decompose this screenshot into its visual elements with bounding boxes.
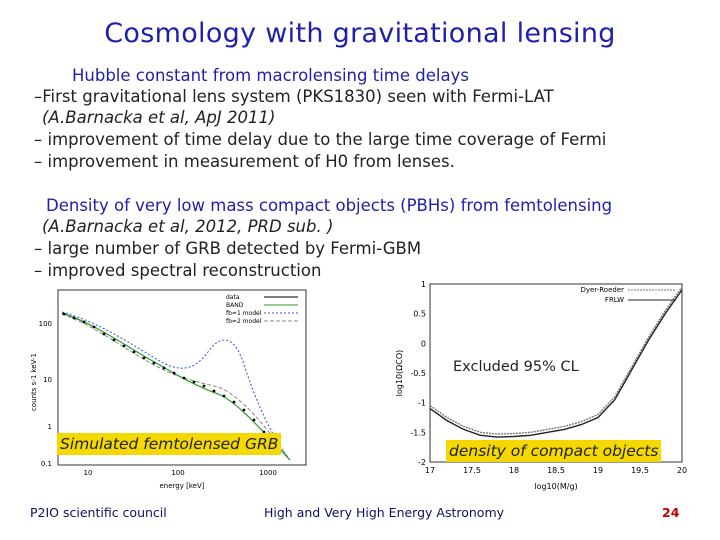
section1-reference: (A.Barnacka et al, ApJ 2011) [42, 108, 276, 127]
section1-item-1: –First gravitational lens system (PKS183… [34, 87, 554, 106]
grb-spectrum-plot: 100 10 1 0.1 10 100 1000 energy [keV] co… [30, 289, 307, 490]
x-tick-label: 17.5 [463, 466, 481, 475]
section2-item-1: – large number of GRB detected by Fermi-… [34, 239, 422, 258]
x-tick-label: 19.5 [631, 466, 649, 475]
section2-reference: (A.Barnacka et al, 2012, PRD sub. ) [42, 217, 334, 236]
x-axis-label: energy [keV] [160, 482, 205, 490]
compact-objects-label: density of compact objects [446, 440, 662, 462]
y-tick-label: 0.5 [413, 310, 426, 319]
section2-item-2: – improved spectral reconstruction [34, 261, 322, 280]
right-plot-legend: Dyer-Roeder FRLW [580, 286, 676, 304]
x-tick-label: 17 [425, 466, 435, 475]
series-line-dyer-roeder [429, 286, 683, 435]
svg-text:Dyer-Roeder: Dyer-Roeder [580, 286, 624, 294]
y-tick-label: 1 [421, 280, 426, 289]
series-line-frlw [429, 289, 683, 438]
svg-text:fb=1 model: fb=1 model [226, 310, 262, 317]
y-tick-label: -0.5 [410, 369, 426, 378]
x-tick-label: 10 [84, 469, 93, 477]
x-tick-label: 18.5 [547, 466, 565, 475]
x-tick-label: 20 [677, 466, 687, 475]
x-tick-label: 19 [593, 466, 603, 475]
footer-council: P2IO scientific council [30, 505, 167, 520]
x-tick-label: 18 [509, 466, 519, 475]
slide-title: Cosmology with gravitational lensing [104, 18, 616, 49]
page-number: 24 [662, 505, 680, 520]
y-tick-label: 0.1 [41, 460, 52, 468]
excluded-region-note: Excluded 95% CL [449, 357, 583, 377]
data-points [62, 312, 266, 434]
y-axis-label: counts s-1 keV-1 [30, 353, 38, 411]
x-axis-label: log10(M/g) [534, 482, 577, 491]
section2-heading: Density of very low mass compact objects… [46, 196, 613, 215]
left-plot-legend: data BAND fb=1 model fb=2 model [226, 294, 298, 325]
y-tick-label: -1.5 [410, 428, 426, 437]
section1-item-2: – improvement of time delay due to the l… [34, 130, 607, 149]
svg-text:FRLW: FRLW [605, 296, 624, 304]
section1-heading: Hubble constant from macrolensing time d… [72, 66, 469, 85]
simulated-grb-label: Simulated femtolensed GRB [57, 433, 282, 455]
y-tick-label: 0 [421, 339, 426, 348]
y-tick-label: 100 [39, 320, 52, 328]
svg-text:data: data [226, 294, 240, 301]
model-fb1-curve [61, 311, 291, 461]
y-tick-label: -2 [418, 458, 426, 467]
x-tick-label: 1000 [259, 469, 277, 477]
y-tick-label: 10 [43, 376, 52, 384]
y-axis-label: log10(ΩCO) [395, 350, 404, 397]
y-tick-label: 1 [48, 423, 52, 431]
svg-text:BAND: BAND [226, 302, 244, 309]
svg-text:fb=2 model: fb=2 model [226, 318, 262, 325]
model-fb2-curve [61, 313, 291, 461]
x-tick-label: 100 [171, 469, 184, 477]
y-tick-label: -1 [418, 399, 426, 408]
footer-topic: High and Very High Energy Astronomy [264, 505, 505, 520]
section1-item-3: – improvement in measurement of H0 from … [34, 152, 455, 171]
